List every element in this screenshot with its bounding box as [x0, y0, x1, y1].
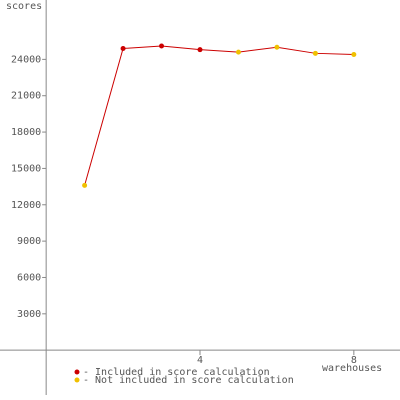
x-tick-label: 4 [197, 355, 203, 366]
y-tick-label: 18000 [11, 127, 41, 138]
legend-marker [74, 377, 80, 383]
point [274, 44, 280, 50]
y-axis-label: scores [6, 1, 42, 12]
point [235, 49, 241, 55]
line [84, 45, 354, 186]
point [159, 43, 165, 49]
y-tick-label: 24000 [11, 54, 41, 65]
y-tick-label: 12000 [11, 200, 41, 211]
legend-label: - Not included in score calculation [83, 375, 294, 386]
x-axis-label: warehouses [322, 363, 382, 374]
y-tick-label: 9000 [17, 236, 41, 247]
point [120, 45, 126, 51]
point [197, 47, 203, 53]
y-tick-label: 6000 [17, 272, 41, 283]
point [312, 50, 318, 56]
point [82, 182, 88, 188]
point [351, 52, 357, 58]
legend-marker [74, 369, 80, 375]
y-tick-label: 15000 [11, 163, 41, 174]
x-tick-label: 8 [351, 355, 357, 366]
y-tick-label: 21000 [11, 91, 41, 102]
y-tick-label: 3000 [17, 309, 41, 320]
legend-label: - Included in score calculation [83, 367, 270, 378]
